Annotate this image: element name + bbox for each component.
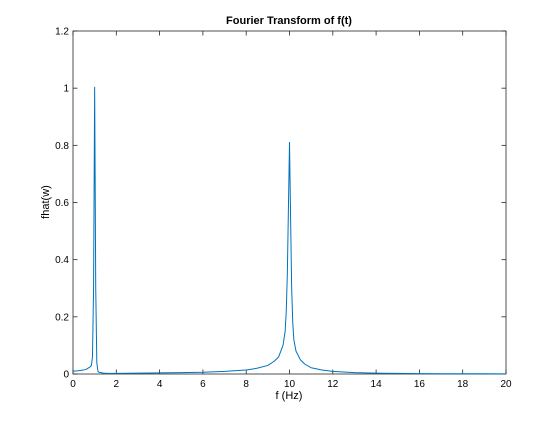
x-tick-label: 18	[457, 379, 469, 390]
x-tick-label: 8	[243, 379, 249, 390]
y-tick-label: 0.6	[55, 198, 69, 209]
x-tick-label: 6	[200, 379, 206, 390]
chart-title: Fourier Transform of f(t)	[226, 15, 352, 27]
y-tick-label: 0.8	[55, 141, 69, 152]
y-tick-label: 0.4	[55, 255, 69, 266]
x-tick-label: 4	[157, 379, 163, 390]
y-axis-ticks: 0 0.2 0.4 0.6 0.8 1 1.2	[55, 27, 506, 381]
x-tick-label: 10	[284, 379, 296, 390]
x-tick-label: 0	[70, 379, 76, 390]
x-tick-label: 20	[500, 379, 512, 390]
plot-area	[72, 30, 507, 375]
series-layer	[72, 86, 507, 375]
y-tick-label: 0	[63, 370, 69, 381]
y-axis-label: fhat(w)	[40, 185, 52, 219]
series-line	[72, 86, 507, 375]
y-tick-label: 1	[63, 84, 69, 95]
y-tick-label: 0.2	[55, 312, 69, 323]
x-axis-ticks: 0 2 4 6 8 10 12 14 16 18 20	[70, 31, 512, 390]
x-tick-label: 2	[114, 379, 120, 390]
y-tick-label: 1.2	[55, 27, 69, 38]
x-axis-label: f (Hz)	[276, 390, 303, 402]
x-tick-label: 12	[327, 379, 339, 390]
x-tick-label: 16	[414, 379, 426, 390]
x-tick-label: 14	[371, 379, 383, 390]
